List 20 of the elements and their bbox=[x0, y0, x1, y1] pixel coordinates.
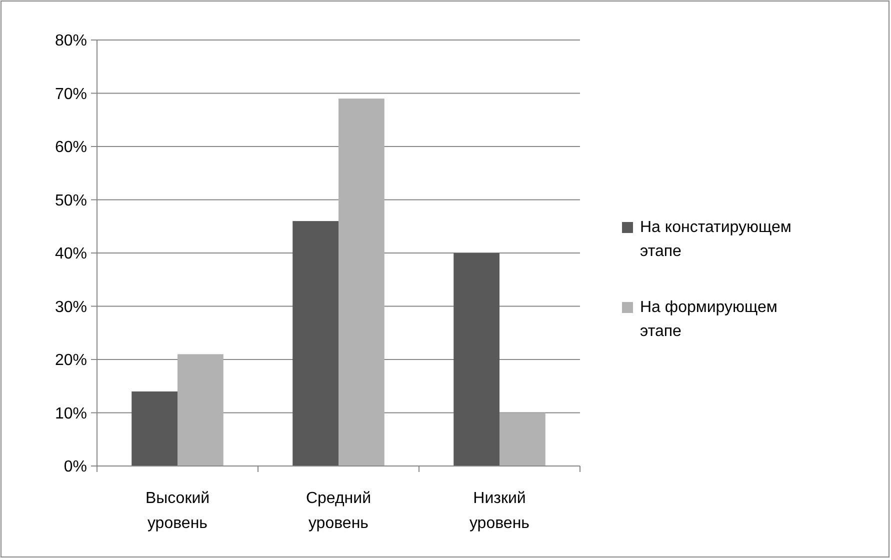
y-tick-label: 60% bbox=[54, 139, 87, 156]
y-tick-label: 20% bbox=[54, 352, 87, 370]
y-tick-label: 30% bbox=[54, 298, 87, 316]
y-tick-label: 0% bbox=[64, 458, 87, 476]
y-tick-label: 50% bbox=[54, 192, 87, 210]
y-tick-label: 40% bbox=[54, 246, 87, 263]
x-tick-label: Низкий уровень bbox=[469, 490, 530, 532]
x-tick-label: Высокий уровень bbox=[145, 490, 210, 532]
bar bbox=[132, 391, 178, 466]
y-tick-label: 70% bbox=[54, 86, 87, 103]
bar bbox=[454, 253, 500, 466]
bar bbox=[178, 354, 224, 466]
y-tick-label: 10% bbox=[54, 405, 87, 422]
x-tick-label: Средний уровень bbox=[306, 490, 372, 532]
bar bbox=[338, 98, 384, 466]
bar bbox=[500, 412, 546, 466]
legend-label: На констатирующем этапе bbox=[640, 219, 792, 260]
y-tick-label: 80% bbox=[54, 32, 87, 50]
bar bbox=[292, 221, 338, 466]
legend-label: На формирующем этапе bbox=[640, 299, 778, 340]
